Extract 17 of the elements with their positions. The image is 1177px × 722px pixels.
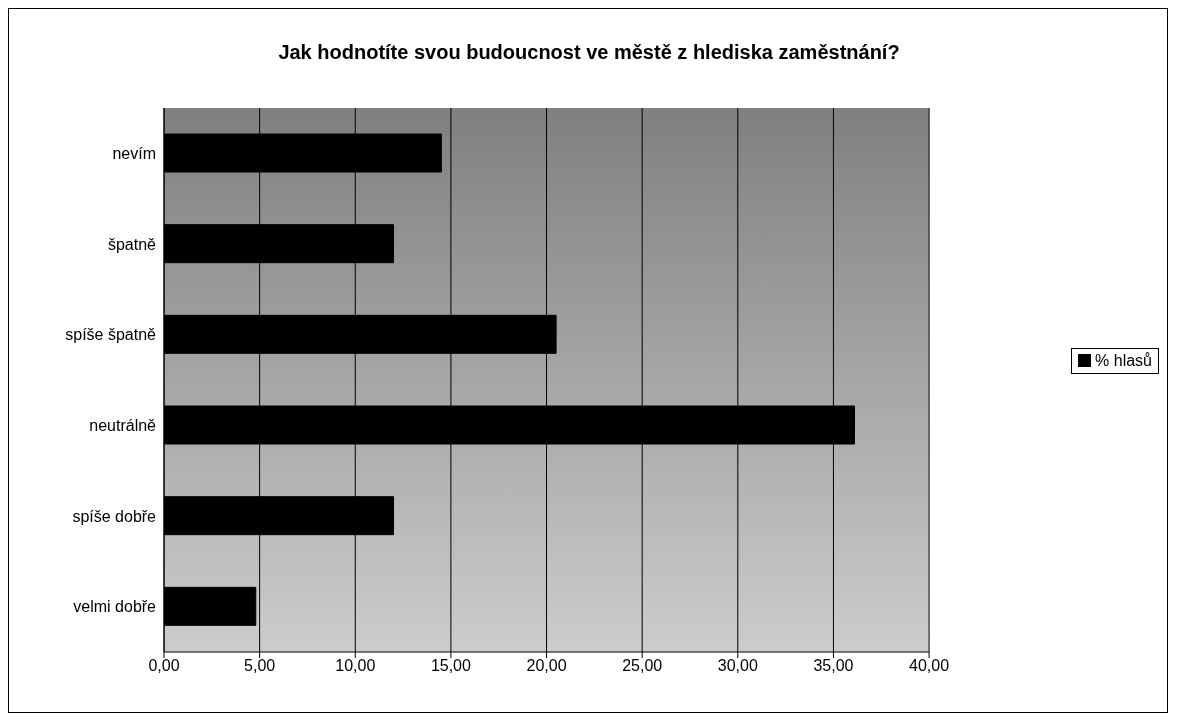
y-tick-label: spíše špatně [65,326,157,344]
y-tick-label: velmi dobře [73,598,157,616]
x-tick-label: 5,00 [244,657,276,675]
x-tick-label: 15,00 [430,657,472,675]
y-tick-label: neutrálně [89,417,157,435]
y-tick-label: spíše dobře [72,507,157,525]
legend-label: % hlasů [1095,351,1152,370]
x-tick-label: 0,00 [148,657,180,675]
x-tick-label: 40,00 [909,657,950,675]
x-tick-label: 10,00 [335,657,376,675]
y-tick-label: špatně [107,235,157,253]
y-tick-label: nevím [112,145,156,163]
x-tick-label: 35,00 [813,657,854,675]
x-tick-label: 20,00 [526,657,567,675]
x-tick-label: 30,00 [717,657,758,675]
chart-title: Jak hodnotíte svou budoucnost ve městě z hlediska zaměstnání? [277,41,901,64]
x-tick-label: 25,00 [622,657,663,675]
